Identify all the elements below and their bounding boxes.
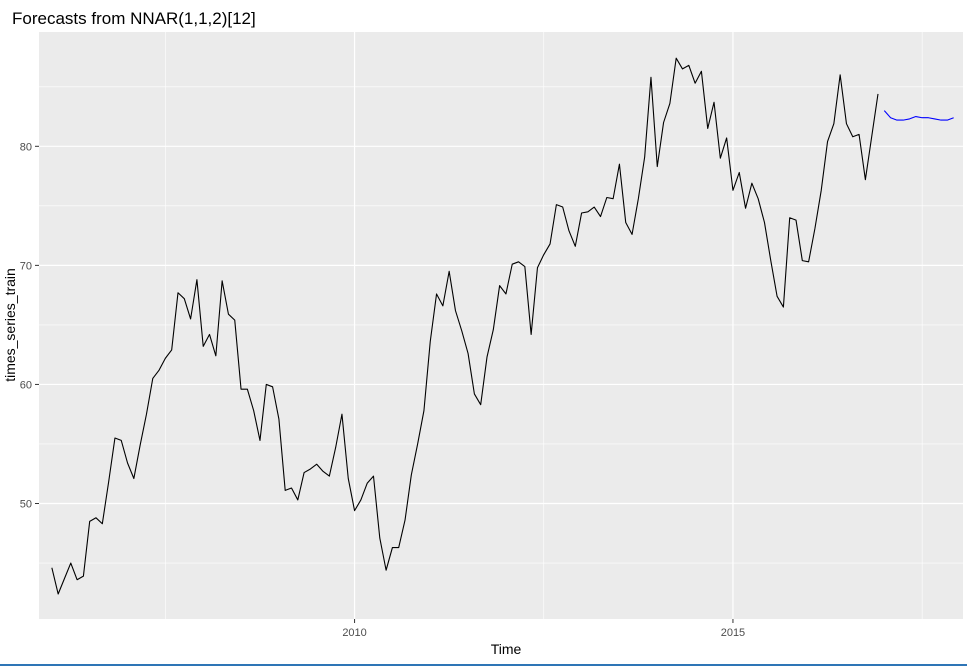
y-tick-label: 80: [20, 141, 32, 153]
series-layer: [51, 57, 954, 595]
y-axis-ticks: 50 60 70 80: [20, 141, 39, 511]
chart-title: Forecasts from NNAR(1,1,2)[12]: [12, 9, 256, 28]
observed-series-line: [51, 57, 879, 595]
major-gridlines: [39, 32, 963, 619]
plot-panel: [39, 32, 963, 619]
x-axis-ticks: 2010 2015: [342, 619, 745, 639]
window-bottom-border: [0, 664, 967, 666]
y-axis-title: times_series_train: [2, 268, 18, 382]
x-axis-title: Time: [491, 641, 522, 657]
x-tick-label: 2010: [342, 627, 366, 639]
minor-gridlines: [39, 32, 963, 619]
x-tick-label: 2015: [721, 627, 745, 639]
y-tick-label: 70: [20, 260, 32, 272]
y-tick-label: 50: [20, 499, 32, 511]
forecast-series-line: [883, 110, 954, 121]
y-tick-label: 60: [20, 379, 32, 391]
